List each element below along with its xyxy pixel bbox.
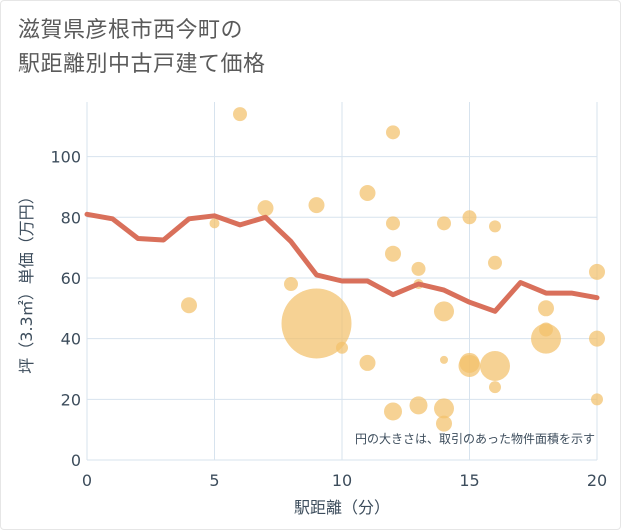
data-bubble [538,300,554,317]
data-bubble [489,381,501,394]
y-tick-label: 80 [61,208,81,227]
x-tick-label: 10 [332,471,352,490]
y-tick-label: 0 [71,451,81,470]
grid-lines [86,102,598,461]
data-bubble [480,350,510,381]
average-price-line [84,211,600,314]
data-bubble [359,354,376,371]
chart-title-line1: 滋賀県彦根市西今町の [18,18,244,43]
data-bubble [436,415,452,432]
x-tick-label: 0 [82,471,92,490]
data-bubble [284,277,298,292]
chart-title-line2: 駅距離別中古戸建て価格 [18,52,266,77]
data-bubble [409,396,428,415]
data-bubble [257,200,274,217]
data-bubble [434,301,454,322]
y-tick-label: 20 [61,390,81,409]
data-bubble [462,210,477,225]
data-bubble [384,402,402,421]
y-axis-ticks: 0 20 40 60 80 100 [50,148,81,470]
data-bubble [531,323,561,354]
data-bubble [281,288,352,359]
data-bubble [386,216,400,231]
data-bubble [488,255,502,270]
x-tick-label: 20 [587,471,607,490]
x-tick-label: 15 [459,471,479,490]
x-tick-label: 5 [209,471,219,490]
data-bubble [411,261,426,276]
data-bubble [437,216,451,231]
bubbles [181,107,605,432]
data-bubble [591,393,603,406]
data-bubble [385,245,401,262]
data-bubble [434,398,454,419]
y-tick-label: 40 [61,330,81,349]
data-bubble [308,197,325,214]
data-bubble [386,125,400,140]
data-bubble [458,354,481,377]
y-tick-label: 60 [61,269,81,288]
data-bubble [181,297,197,314]
y-axis-label: 坪（3.3㎡）単価（万円） [17,188,36,373]
bubble-size-note: 円の大きさは、取引のあった物件面積を示す [355,431,595,446]
x-axis-ticks: 0 5 10 15 20 [82,471,607,490]
data-bubble [589,263,605,280]
y-tick-label: 100 [50,148,81,167]
chart-title: 滋賀県彦根市西今町の 駅距離別中古戸建て価格 [18,14,266,82]
data-bubble [209,218,220,229]
data-bubble [589,330,605,347]
data-bubble [359,185,376,202]
data-bubble [489,220,501,233]
x-axis-label: 駅距離（分） [294,498,390,517]
data-bubble [440,355,448,364]
data-bubble [233,107,247,122]
data-bubble [336,341,348,354]
